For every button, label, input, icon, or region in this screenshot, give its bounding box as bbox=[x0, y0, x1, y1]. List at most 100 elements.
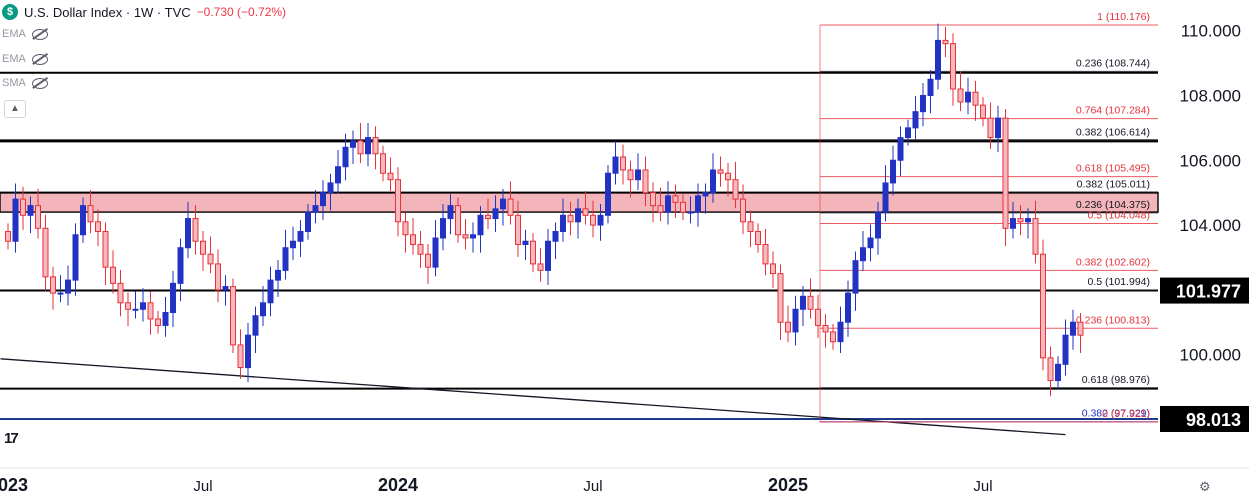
candle-body bbox=[162, 312, 169, 326]
candle-body bbox=[1032, 218, 1039, 255]
candle-body bbox=[320, 192, 326, 207]
x-tick-label: Jul bbox=[193, 478, 212, 495]
candle-body bbox=[245, 334, 251, 369]
fib-level-label: 0.618 (98.976) bbox=[1082, 374, 1150, 386]
indicator-ema-2[interactable]: EMA bbox=[2, 53, 48, 65]
eye-hidden-icon[interactable] bbox=[31, 28, 48, 40]
price-badge: 101.977 bbox=[1176, 282, 1241, 302]
symbol-title[interactable]: U.S. Dollar Index · 1W · TVC bbox=[24, 4, 191, 20]
candle-body bbox=[792, 308, 799, 333]
tradingview-logo: 17 bbox=[4, 430, 19, 447]
fib-level-label: 0.382 (105.011) bbox=[1077, 178, 1150, 190]
candle-body bbox=[515, 214, 521, 245]
eye-hidden-icon[interactable] bbox=[31, 77, 48, 89]
candle-body bbox=[447, 205, 454, 220]
candle-body bbox=[582, 208, 589, 216]
candle-body bbox=[612, 156, 619, 174]
candle-body bbox=[500, 198, 506, 210]
x-tick-label: Jul bbox=[973, 478, 992, 495]
candle-body bbox=[935, 39, 941, 80]
candle-body bbox=[65, 279, 71, 294]
price-change: −0.730 (−0.72%) bbox=[196, 5, 287, 19]
candle-body bbox=[1002, 117, 1009, 229]
candle-body bbox=[912, 111, 919, 129]
symbol-logo-icon: $ bbox=[2, 4, 18, 20]
candle-body bbox=[1010, 218, 1016, 229]
candle-body bbox=[762, 243, 769, 265]
fib-level-label: 0.5 (104.048) bbox=[1088, 209, 1150, 221]
candle-body bbox=[477, 214, 484, 236]
indicator-label: SMA bbox=[2, 77, 26, 89]
candle-body bbox=[237, 344, 244, 369]
candle-body bbox=[57, 292, 64, 295]
candle-body bbox=[635, 169, 641, 181]
candle-body bbox=[642, 169, 649, 194]
candle-body bbox=[950, 43, 956, 90]
candle-body bbox=[597, 214, 604, 226]
candle-body bbox=[687, 211, 694, 214]
candle-body bbox=[800, 295, 806, 310]
candle-body bbox=[732, 179, 739, 200]
candle-body bbox=[672, 195, 679, 203]
indicator-ema-1[interactable]: EMA bbox=[2, 28, 48, 40]
fib-level-label: 0.236 (100.813) bbox=[1076, 314, 1150, 326]
candle-body bbox=[372, 137, 379, 155]
candle-body bbox=[785, 321, 791, 333]
candle-body bbox=[12, 198, 19, 242]
candle-body bbox=[1070, 321, 1076, 336]
candle-body bbox=[897, 137, 904, 161]
candle-body bbox=[920, 94, 926, 113]
candle-body bbox=[957, 88, 964, 103]
candle-body bbox=[350, 140, 356, 148]
candle-body bbox=[627, 169, 634, 181]
candle-body bbox=[395, 179, 401, 223]
candle-body bbox=[567, 214, 574, 223]
candle-body bbox=[537, 263, 544, 271]
candle-body bbox=[560, 214, 566, 233]
collapse-chevron-icon[interactable]: ▲ bbox=[4, 100, 26, 118]
candle-body bbox=[402, 221, 409, 236]
candle-body bbox=[657, 205, 664, 213]
candle-body bbox=[755, 231, 761, 245]
candle-body bbox=[260, 302, 266, 317]
candle-body bbox=[27, 205, 34, 216]
y-tick-label: 104.000 bbox=[1180, 216, 1241, 235]
candle-body bbox=[20, 198, 26, 216]
candle-body bbox=[942, 39, 949, 45]
candle-body bbox=[425, 253, 431, 268]
candle-body bbox=[357, 140, 364, 155]
chart-header: $ U.S. Dollar Index · 1W · TVC −0.730 (−… bbox=[0, 0, 286, 24]
candle-body bbox=[545, 240, 551, 271]
y-tick-label: 100.000 bbox=[1180, 346, 1241, 365]
candle-body bbox=[875, 211, 881, 239]
candle-body bbox=[522, 240, 529, 245]
candle-body bbox=[117, 282, 124, 304]
candle-body bbox=[35, 205, 41, 229]
candle-body bbox=[110, 266, 116, 284]
indicator-sma[interactable]: SMA bbox=[2, 77, 48, 89]
candle-body bbox=[680, 201, 686, 213]
candle-body bbox=[815, 308, 821, 326]
candle-body bbox=[132, 308, 139, 311]
candle-body bbox=[1062, 334, 1069, 365]
candle-body bbox=[1017, 218, 1024, 223]
candle-body bbox=[267, 279, 274, 304]
candle-body bbox=[230, 286, 236, 346]
candle-body bbox=[830, 331, 836, 343]
settings-gear-icon[interactable]: ⚙ bbox=[1199, 479, 1211, 494]
candle-body bbox=[747, 221, 754, 233]
candle-body bbox=[1040, 253, 1046, 359]
fib-level-label: 0.382 (102.602) bbox=[1076, 256, 1150, 268]
candle-body bbox=[717, 169, 724, 174]
fib-level-label: 0 (97.921) bbox=[1102, 408, 1150, 420]
candle-body bbox=[297, 231, 304, 242]
y-tick-label: 110.000 bbox=[1181, 22, 1241, 41]
candle-body bbox=[1025, 218, 1031, 223]
candle-body bbox=[710, 169, 716, 194]
candle-body bbox=[170, 282, 176, 314]
candle-body bbox=[552, 231, 559, 242]
eye-hidden-icon[interactable] bbox=[31, 53, 48, 65]
candle-body bbox=[410, 234, 416, 245]
candle-body bbox=[530, 240, 536, 265]
